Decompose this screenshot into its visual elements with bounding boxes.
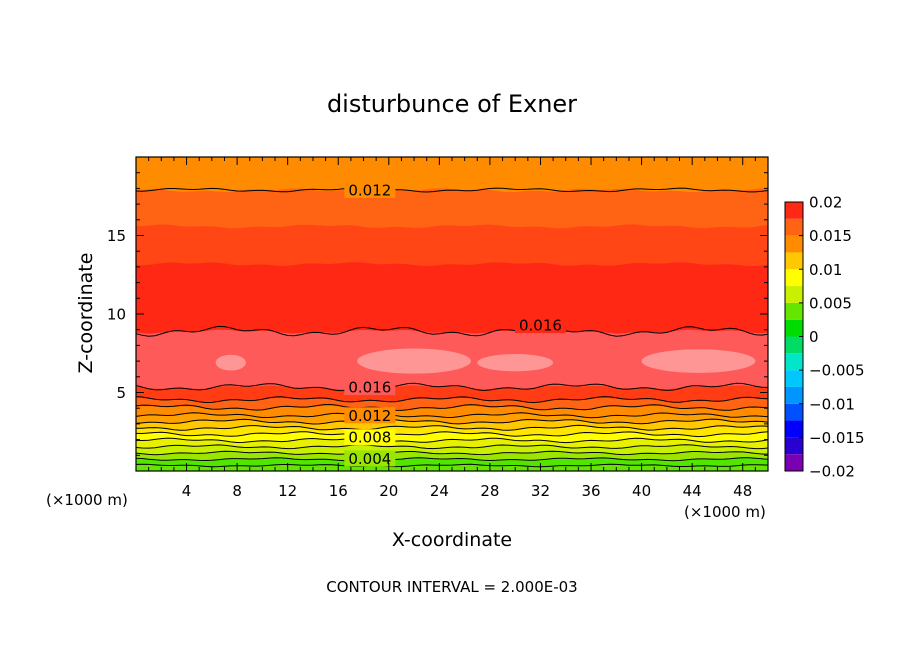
contour-line [136, 457, 768, 462]
contour-label-bg [344, 407, 396, 424]
contour-line [136, 431, 768, 438]
contour-interval-note: CONTOUR INTERVAL = 2.000E-03 [326, 578, 577, 596]
colorbar-swatch [785, 269, 803, 287]
x-tick-label: 16 [329, 482, 348, 500]
x-unit-left: (×1000 m) [46, 491, 128, 509]
max-region [357, 348, 471, 374]
colorbar-tick-label: 0 [809, 328, 819, 346]
colorbar-swatch [785, 302, 803, 320]
x-tick-label: 48 [733, 482, 752, 500]
colorbar-swatch [785, 386, 803, 404]
colorbar-swatch [785, 370, 803, 387]
colorbar-swatch [785, 353, 803, 371]
max-region [215, 354, 246, 371]
colorbar-swatch [785, 286, 803, 303]
contour-label: 0.016 [519, 316, 562, 334]
contour-label-bg [344, 450, 396, 467]
x-tick-label: 4 [182, 482, 192, 500]
contour-line [136, 463, 768, 468]
contour-line [136, 412, 768, 419]
colorbar-swatch [785, 319, 803, 337]
contour-line [136, 396, 768, 404]
x-tick-label: 44 [683, 482, 702, 500]
x-tick-label: 20 [379, 482, 398, 500]
colorbar-tick-label: −0.01 [809, 395, 855, 413]
colorbar-tick-label: 0.02 [809, 194, 842, 212]
x-tick-label: 8 [232, 482, 242, 500]
max-value-regions [215, 348, 756, 374]
colorbar-tick-label: −0.02 [809, 463, 855, 481]
contour-label: 0.012 [348, 181, 391, 199]
contour-label: 0.012 [348, 407, 391, 425]
colorbar-tick-label: −0.015 [809, 429, 865, 447]
contour-label: 0.004 [348, 450, 391, 468]
y-axis-label: Z-coordinate [75, 253, 97, 374]
contour-label-bg [514, 316, 566, 333]
colorbar-tick-label: 0.005 [809, 294, 852, 312]
x-unit-right: (×1000 m) [684, 503, 766, 521]
contour-lines [136, 187, 768, 468]
x-axis-label: X-coordinate [392, 529, 512, 551]
contour-band [136, 261, 768, 334]
x-tick-label: 36 [581, 482, 600, 500]
contour-line [136, 187, 768, 193]
contour-label-bg [344, 181, 396, 198]
x-tick-label: 24 [430, 482, 449, 500]
contour-label-bg [344, 379, 396, 396]
colorbar: 0.02 0.015 0.01 0.005 0 −0.005 −0.01 −0.015 −0.0… [784, 194, 865, 481]
max-region [477, 354, 554, 372]
chart-title: disturbunce of Exner [327, 90, 577, 118]
colorbar-swatch [785, 336, 803, 354]
y-tick-label: 10 [107, 306, 126, 324]
contour-line [136, 325, 768, 337]
contour-band [136, 223, 768, 267]
contour-label: 0.008 [348, 429, 391, 447]
contour-line [136, 444, 768, 450]
x-tick-label: 32 [531, 482, 550, 500]
colorbar-swatch [785, 437, 803, 455]
y-tick-label: 5 [116, 384, 126, 402]
contour-label-bg [344, 429, 396, 446]
filled-contour-bands [136, 157, 768, 471]
colorbar-swatch [785, 454, 803, 471]
colorbar-swatch [785, 235, 803, 253]
max-region [641, 349, 756, 373]
contour-line [136, 382, 768, 392]
colorbar-swatch [785, 202, 803, 219]
y-axis-ticks: 5 10 15 [107, 172, 768, 456]
contour-line [136, 418, 768, 425]
colorbar-swatch [785, 403, 803, 421]
x-tick-label: 28 [480, 482, 499, 500]
contour-line [136, 424, 768, 431]
colorbar-swatch [785, 420, 803, 438]
x-tick-label: 40 [632, 482, 651, 500]
y-tick-label: 15 [107, 227, 126, 245]
x-tick-label: 12 [278, 482, 297, 500]
colorbar-swatch [785, 218, 803, 236]
contour-band [136, 187, 768, 229]
colorbar-tick-label: 0.01 [809, 261, 842, 279]
contour-label: 0.016 [348, 379, 391, 397]
colorbar-tick-label: 0.015 [809, 227, 852, 245]
contour-labels: 0.012 0.016 0.016 0.012 0.008 0.004 [344, 181, 566, 468]
contour-line [136, 450, 768, 456]
contour-line [136, 437, 768, 444]
x-axis-ticks: 4 8 12 16 20 24 28 32 36 40 44 48 [148, 157, 756, 500]
colorbar-swatch [785, 252, 803, 270]
contour-line [136, 403, 768, 411]
colorbar-tick-label: −0.005 [809, 362, 865, 380]
